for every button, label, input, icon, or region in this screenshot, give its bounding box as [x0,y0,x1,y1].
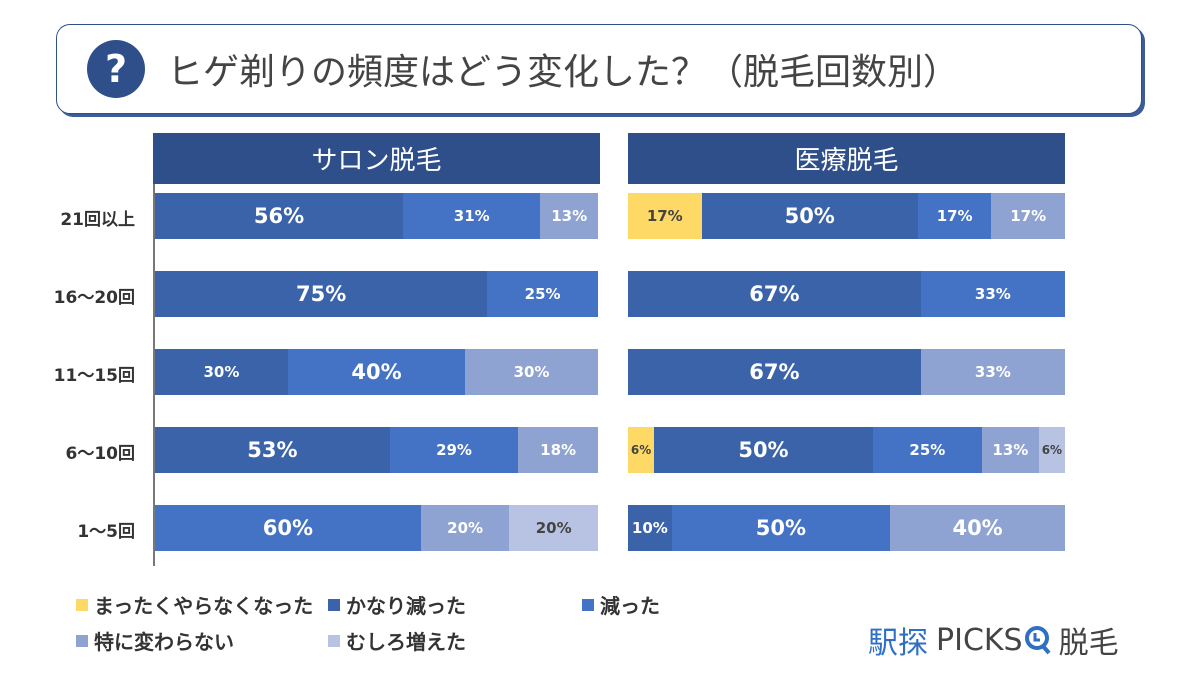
bar-segment: 25% [872,427,982,473]
legend-label: 減った [600,594,660,618]
title-box: ? ヒゲ剃りの頻度はどう変化した？（脱毛回数別） [56,24,1142,114]
bar-segment: 40% [287,349,466,395]
panel-medical: 医療脱毛 [628,133,1065,184]
bar-segment: 6% [628,427,655,473]
logo-text-2: PICKS [936,622,1023,658]
bar-segment: 31% [403,193,541,239]
category-label: 11〜15回 [53,366,135,386]
legend-swatch [328,598,340,611]
legend-label: むしろ増えた [346,630,466,654]
bar-segment: 33% [920,271,1065,317]
bar-segment: 40% [890,505,1065,551]
bar-segment: 30% [465,349,598,395]
bar-segment: 60% [155,505,421,551]
bar-segment: 56% [155,193,404,239]
legend-item: むしろ増えた [328,626,466,655]
bar-segment: 10% [628,505,672,551]
bar-row: 60% 20% 20% [155,505,598,551]
bar-segment: 50% [701,193,918,239]
bar-segment: 17% [991,193,1065,239]
bar-row: 67% 33% [628,271,1065,317]
panel-title-salon: サロン脱毛 [153,133,600,184]
legend-item: 特に変わらない [76,626,234,655]
legend-swatch [328,634,340,647]
bar-segment: 13% [540,193,598,239]
magnifier-icon [1024,626,1051,655]
legend-item: かなり減った [328,590,466,619]
category-label: 1〜5回 [77,522,135,542]
chart-title: ヒゲ剃りの頻度はどう変化した？（脱毛回数別） [167,52,960,93]
legend-item: まったくやらなくなった [76,590,313,619]
bar-row: 10% 50% 40% [628,505,1065,551]
logo-text-1: 駅探 [868,626,928,661]
legend-item: 減った [582,590,660,619]
bar-row: 56% 31% 13% [155,193,598,239]
category-label: 16〜20回 [53,288,135,308]
bar-segment: 17% [917,193,992,239]
question-circle-icon: ? [87,40,145,98]
bar-row: 17% 50% 17% 17% [628,193,1065,239]
legend-label: かなり減った [346,594,466,618]
bar-segment: 20% [420,505,510,551]
bar-segment: 20% [509,505,598,551]
logo-text-3: 脱毛 [1058,626,1119,661]
bar-row: 53% 29% 18% [155,427,598,473]
legend-swatch [582,598,594,611]
bar-row: 67% 33% [628,349,1065,395]
bar-segment: 30% [155,349,288,395]
legend-label: 特に変わらない [94,630,234,654]
bar-row: 30% 40% 30% [155,349,598,395]
bar-segment: 67% [628,349,921,395]
panel-salon: サロン脱毛 [153,133,600,184]
bar-segment: 50% [671,505,891,551]
bar-segment: 25% [487,271,598,317]
bar-segment: 29% [389,427,519,473]
category-label: 21回以上 [60,210,135,230]
axis-line [153,184,155,566]
legend-swatch [76,634,88,647]
bar-segment: 17% [628,193,702,239]
bar-segment: 6% [1038,427,1065,473]
bar-segment: 13% [981,427,1039,473]
panel-title-medical: 医療脱毛 [628,133,1065,184]
legend-swatch [76,598,88,611]
bar-row: 75% 25% [155,271,598,317]
bar-segment: 67% [628,271,921,317]
bar-segment: 18% [518,427,598,473]
legend-label: まったくやらなくなった [94,594,314,618]
bar-row: 6% 50% 25% 13% 6% [628,427,1065,473]
bar-segment: 75% [155,271,488,317]
bar-segment: 33% [920,349,1065,395]
bar-segment: 50% [654,427,873,473]
category-label: 6〜10回 [65,444,136,464]
bar-segment: 53% [155,427,390,473]
logo: 駅探 PICKS 脱毛 [868,618,1119,662]
